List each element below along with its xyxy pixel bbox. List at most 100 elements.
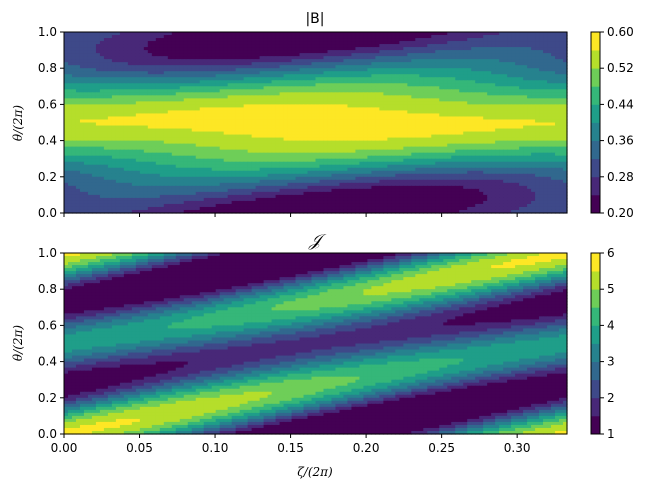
heatmap-cell [339,35,345,39]
heatmap-cell [255,68,261,72]
heatmap-cell [243,44,249,48]
heatmap-cell [547,32,552,36]
heatmap-cell [239,35,245,39]
heatmap-cell [171,35,177,39]
heatmap-cell [199,44,205,48]
heatmap-cell [143,32,149,36]
heatmap-cell [551,50,556,54]
heatmap-cell [423,38,428,42]
heatmap-cell [559,68,564,72]
heatmap-cell [187,38,193,42]
heatmap-cell [207,44,213,48]
heatmap-cell [287,47,293,51]
heatmap-cell [479,71,484,75]
heatmap-cell [519,35,524,39]
heatmap-cell [363,32,368,36]
heatmap-cell [291,62,297,66]
heatmap-cell [215,68,221,72]
heatmap-cell [399,62,404,66]
heatmap-cell [203,44,209,48]
heatmap-cell [295,65,301,69]
heatmap-cell [279,50,285,54]
heatmap-cell [443,44,448,48]
heatmap-cell [175,65,181,69]
heatmap-cell [159,56,165,60]
heatmap-cell [431,59,436,63]
heatmap-cell [395,32,400,36]
heatmap-cell [355,56,361,60]
heatmap-cell [551,56,556,60]
heatmap-cell [495,62,500,66]
heatmap-cell [123,38,129,42]
heatmap-cell [503,62,508,66]
heatmap-cell [267,71,273,75]
heatmap-cell [315,35,321,39]
heatmap-cell [83,62,89,66]
heatmap-cell [335,59,341,63]
heatmap-cell [435,71,440,75]
heatmap-cell [483,56,488,60]
heatmap-cell [115,47,121,51]
heatmap-cell [475,32,480,36]
heatmap-cell [127,44,133,48]
heatmap-cell [143,35,149,39]
heatmap-cell [255,59,261,63]
heatmap-cell [207,47,213,51]
heatmap-cell [483,65,488,69]
heatmap-cell [95,35,101,39]
heatmap-cell [331,47,337,51]
heatmap-cell [311,47,317,51]
heatmap-cell [307,35,313,39]
heatmap-cell [295,71,301,75]
heatmap-cell [195,56,201,60]
heatmap-cell [475,35,480,39]
heatmap-cell [255,35,261,39]
heatmap-cell [263,38,269,42]
heatmap-cell [155,56,161,60]
heatmap-cell [459,65,464,69]
heatmap-cell [87,56,93,60]
heatmap-cell [351,32,357,36]
heatmap-cell [163,38,169,42]
heatmap-cell [179,65,185,69]
heatmap-cell [199,47,205,51]
heatmap-cell [515,62,520,66]
heatmap-cell [391,65,396,69]
heatmap-cell [503,65,508,69]
heatmap-cell [223,65,229,69]
heatmap-cell [423,44,428,48]
heatmap-cell [495,68,500,72]
heatmap-cell [427,71,432,75]
heatmap-cell [243,53,249,57]
heatmap-cell [387,56,392,60]
heatmap-cell [563,38,568,42]
heatmap-cell [451,32,456,36]
heatmap-cell [343,44,349,48]
heatmap-cell [119,50,125,54]
heatmap-cell [299,71,305,75]
heatmap-cell [179,62,185,66]
heatmap-cell [107,65,113,69]
heatmap-cell [407,59,412,63]
heatmap-cell [163,68,169,72]
heatmap-cell [327,53,333,57]
heatmap-cell [139,32,145,36]
heatmap-cell [323,65,329,69]
heatmap-cell [99,62,105,66]
heatmap-cell [251,50,257,54]
heatmap-cell [231,71,237,75]
heatmap-cell [219,47,225,51]
heatmap-cell [243,35,249,39]
heatmap-cell [299,44,305,48]
heatmap-cell [247,59,253,63]
heatmap-cell [227,50,233,54]
heatmap-cell [459,59,464,63]
heatmap-cell [155,47,161,51]
heatmap-cell [279,53,285,57]
heatmap-cell [347,35,353,39]
heatmap-cell [515,59,520,63]
heatmap-cell [459,68,464,72]
heatmap-cell [287,32,293,36]
heatmap-cell [239,59,245,63]
heatmap-cell [131,41,137,45]
